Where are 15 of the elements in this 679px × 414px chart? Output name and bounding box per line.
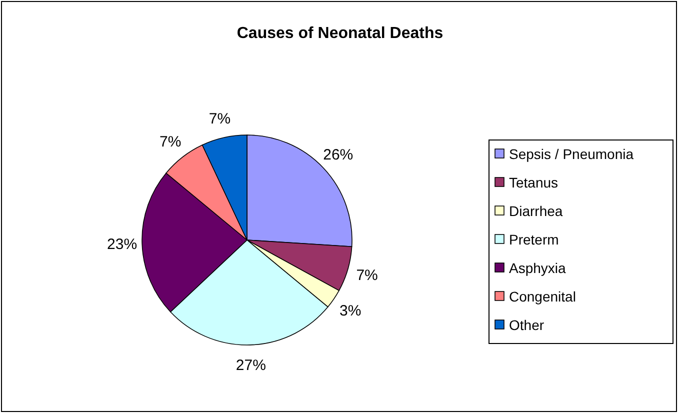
legend-label: Preterm xyxy=(509,231,559,248)
legend-label: Sepsis / Pneumonia xyxy=(509,146,634,162)
data-label: 27% xyxy=(236,357,266,374)
legend-label: Diarrhea xyxy=(509,202,563,219)
legend-label: Congenital xyxy=(509,288,576,304)
data-label: 7% xyxy=(356,267,378,284)
data-label: 26% xyxy=(323,146,354,164)
chart-title: Causes of Neonatal Deaths xyxy=(236,25,444,42)
data-label: 7% xyxy=(160,133,182,150)
data-label: 7% xyxy=(208,110,231,128)
legend-label: Asphyxia xyxy=(509,260,566,276)
legend-label: Tetanus xyxy=(509,174,558,190)
data-label: 3% xyxy=(340,302,362,320)
data-label: 23% xyxy=(107,236,138,254)
legend-label: Other xyxy=(509,316,544,333)
